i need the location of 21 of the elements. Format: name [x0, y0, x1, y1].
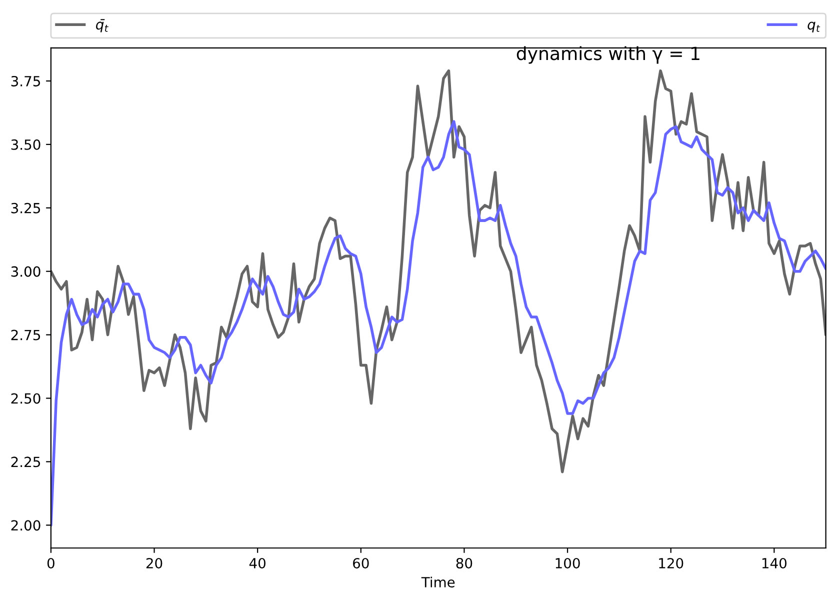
line-series: [50, 120, 826, 527]
y-tick-label: 3.50: [11, 139, 40, 150]
legend-label: q̄$_{t}$: [96, 19, 108, 32]
x-tick-label: 60: [353, 558, 369, 568]
x-tick-label: 20: [146, 558, 162, 568]
x-tick-label: 0: [47, 558, 54, 568]
y-tick-label: 2.25: [11, 456, 40, 468]
x-tick-label: 140: [762, 558, 786, 568]
y-tick-label: 3.00: [11, 266, 40, 277]
x-axis-title: Time: [421, 576, 455, 588]
y-tick-label: 2.50: [11, 393, 40, 404]
legend-label: q$_{t}$: [808, 22, 820, 32]
y-tick-label: 2.75: [11, 330, 40, 340]
line-series: [50, 69, 826, 474]
y-tick-label: 2.00: [11, 520, 40, 531]
y-tick-label: 3.25: [11, 202, 40, 214]
y-tick-label: 3.75: [11, 76, 40, 86]
x-tick-label: 100: [556, 558, 580, 568]
x-tick-label: 120: [659, 558, 684, 568]
x-tick-label: 80: [456, 558, 472, 568]
x-tick-label: 40: [249, 558, 266, 568]
